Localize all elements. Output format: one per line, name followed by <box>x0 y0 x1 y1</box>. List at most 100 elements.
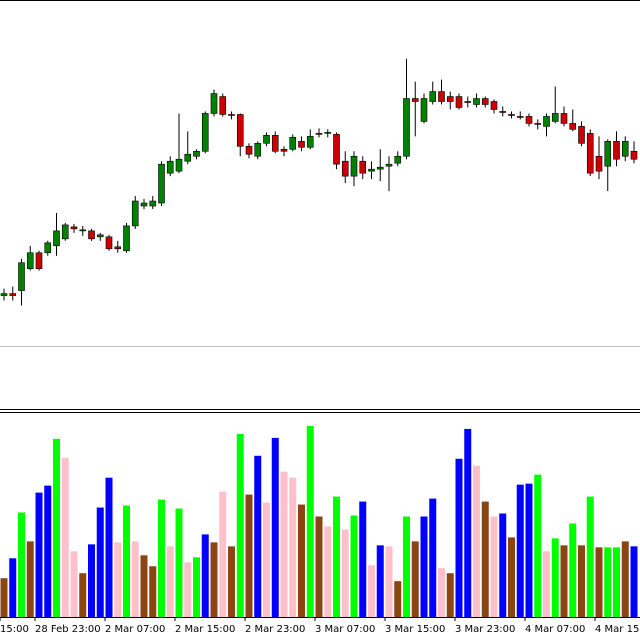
candle-body <box>429 91 437 102</box>
bar <box>551 538 559 617</box>
candle-body <box>490 101 498 110</box>
bar <box>280 471 288 617</box>
candle-body <box>578 126 585 144</box>
bar <box>586 496 594 617</box>
candle-body <box>219 96 227 115</box>
candle-body <box>403 98 410 157</box>
bar <box>9 558 17 617</box>
candle-body <box>324 132 332 134</box>
bar <box>324 526 332 617</box>
bar <box>35 492 43 617</box>
candle-body <box>438 91 445 102</box>
candle-body <box>551 113 559 122</box>
bar <box>210 542 218 617</box>
candle-body <box>26 252 34 269</box>
candle-body <box>79 229 87 232</box>
candle-body <box>306 136 314 148</box>
bar <box>464 428 472 617</box>
candle-body <box>350 155 358 177</box>
candle-body <box>315 133 323 135</box>
candle-body <box>193 150 200 157</box>
bar <box>411 541 419 617</box>
bar <box>543 551 550 617</box>
candle-body <box>271 135 279 152</box>
bar <box>236 433 244 617</box>
bar <box>621 541 629 617</box>
bar <box>455 458 463 617</box>
bar <box>306 425 314 617</box>
bar <box>499 513 507 617</box>
bar <box>508 537 515 617</box>
bar <box>368 565 375 617</box>
candle-body <box>481 98 489 105</box>
candle-body <box>298 141 305 148</box>
bar <box>263 502 270 617</box>
candle-body <box>166 160 174 174</box>
bar <box>595 547 603 617</box>
candle-body <box>53 230 60 247</box>
bar <box>96 507 104 617</box>
candle-body <box>70 226 78 230</box>
bar <box>149 566 157 617</box>
candle-body <box>499 111 507 113</box>
candle-body <box>96 234 104 238</box>
bar <box>490 516 498 617</box>
candle-body <box>455 96 463 108</box>
bar <box>53 438 60 617</box>
bar <box>245 494 253 617</box>
candle-body <box>333 134 340 165</box>
candle-body <box>44 242 52 254</box>
candle-body <box>88 230 95 240</box>
x-tick-label: 3 Mar 07:00 <box>315 624 375 635</box>
candle-body <box>114 246 122 250</box>
bar <box>481 501 489 617</box>
bar <box>201 534 209 617</box>
bar <box>473 465 480 617</box>
candle-body <box>245 145 253 155</box>
bar <box>525 483 533 617</box>
candle-body <box>140 202 148 207</box>
bar <box>140 555 148 617</box>
bar <box>61 457 69 617</box>
candle-body <box>184 153 192 162</box>
candle-body <box>149 200 157 207</box>
bar <box>604 547 612 617</box>
bar <box>70 551 78 617</box>
bar <box>613 547 620 617</box>
bar <box>516 484 524 617</box>
candle-body <box>0 293 8 296</box>
bar <box>376 545 384 617</box>
candle-body <box>9 293 17 296</box>
bar <box>158 499 165 617</box>
bar <box>166 546 174 617</box>
candle-body <box>473 98 480 105</box>
bar <box>429 498 437 617</box>
candle-body <box>131 200 139 227</box>
bar <box>534 474 542 617</box>
x-tick-label: 2 Mar 23:00 <box>245 624 305 635</box>
bar <box>219 491 227 617</box>
x-tick-label: 3 Mar 23:00 <box>455 624 515 635</box>
bar <box>298 504 305 617</box>
x-tick-label: 2 Mar 07:00 <box>105 624 165 635</box>
x-tick-label: 15:00 <box>0 624 29 635</box>
bar <box>88 544 95 617</box>
bar <box>114 542 122 617</box>
bar <box>105 477 113 617</box>
bar <box>403 516 410 617</box>
bar <box>289 477 297 617</box>
bar <box>271 437 279 617</box>
candle-body <box>543 116 550 127</box>
candle-body <box>560 113 568 124</box>
bar <box>26 541 34 617</box>
candle-body <box>18 262 25 291</box>
candle-body <box>394 155 402 164</box>
candle-body <box>464 101 472 103</box>
candle-body <box>35 252 43 269</box>
candle-body <box>236 114 244 147</box>
bar <box>438 568 445 617</box>
bar <box>18 512 25 617</box>
candle-body <box>534 123 542 125</box>
x-tick-label: 4 Mar 07:00 <box>525 624 585 635</box>
candle-body <box>228 114 235 116</box>
